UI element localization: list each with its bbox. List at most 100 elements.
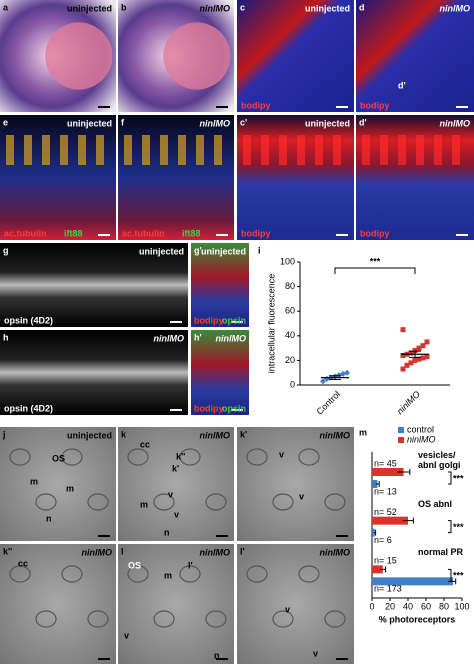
- panel-annotation: m: [66, 483, 74, 493]
- image-panel: [118, 115, 234, 240]
- panel-label: l: [121, 546, 124, 556]
- panel-annotation: ninlMO: [200, 3, 231, 13]
- panel-annotation: ninlMO: [200, 118, 231, 128]
- panel-annotation: opsin (4D2): [4, 315, 53, 325]
- panel-annotation: uninjected: [305, 3, 350, 13]
- panel-annotation: n: [214, 650, 220, 660]
- significance-bracket: [448, 568, 452, 582]
- lens: [45, 22, 113, 90]
- panel-label: b: [121, 2, 127, 12]
- panel-annotation: uninjected: [305, 118, 350, 128]
- bar: [372, 516, 408, 525]
- panel-annotation: ac.tubulin: [122, 228, 165, 238]
- image-panel: [356, 115, 474, 240]
- image-panel: [191, 330, 249, 415]
- panel-annotation: v: [168, 489, 173, 499]
- legend-swatch: [398, 437, 404, 443]
- chart-background: [356, 424, 474, 634]
- image-panel: [118, 544, 234, 664]
- significance: ***: [453, 571, 464, 581]
- significance: ***: [453, 522, 464, 532]
- image-panel: [237, 544, 354, 664]
- panel-annotation: n: [164, 527, 170, 537]
- organelle: [153, 610, 175, 628]
- panel-label: i: [258, 245, 261, 255]
- panel-annotation: cc: [18, 558, 28, 568]
- panel-annotation: m: [164, 570, 172, 580]
- panel-annotation: ninlMO: [320, 430, 351, 440]
- panel-annotation: uninjected: [139, 246, 184, 256]
- panel-annotation: OS: [128, 560, 141, 570]
- y-tick-label: 100: [280, 256, 295, 266]
- cell-stripe: [24, 135, 32, 165]
- panel-annotation: v: [174, 509, 179, 519]
- y-tick-label: 80: [285, 281, 295, 291]
- category-label: OS abnl: [418, 498, 453, 509]
- cell-stripe: [160, 135, 168, 165]
- cell-stripe: [6, 135, 14, 165]
- panel-annotation: ift88: [182, 228, 201, 238]
- panel-annotation: ninlMO: [154, 333, 185, 343]
- cell-stripe: [452, 135, 460, 165]
- y-tick-label: 60: [285, 306, 295, 316]
- data-point: [400, 366, 406, 372]
- legend-label: ninlMO: [407, 434, 436, 444]
- cell-stripe: [315, 135, 323, 165]
- panel-annotation: bodipy: [360, 100, 390, 110]
- cell-stripe: [196, 135, 204, 165]
- significance-bracket: [334, 267, 416, 274]
- organelle: [127, 448, 149, 466]
- n-label: n= 173: [374, 584, 402, 594]
- panel-label: l': [240, 546, 245, 556]
- organelle: [272, 610, 294, 628]
- panel-label: k: [121, 429, 127, 439]
- significance: ***: [370, 256, 381, 266]
- data-point: [404, 362, 410, 368]
- n-label: n= 6: [374, 535, 392, 545]
- data-point: [412, 357, 418, 363]
- panel-annotation: ninlMO: [200, 430, 231, 440]
- significance: ***: [453, 473, 464, 483]
- cell-stripe: [214, 135, 222, 165]
- panel-annotation: ninlMO: [82, 547, 113, 557]
- bar: [372, 577, 453, 586]
- data-point: [416, 345, 422, 351]
- panel-label: c: [240, 2, 245, 12]
- panel-annotation: bodipy: [194, 315, 224, 325]
- image-panel: [237, 115, 354, 240]
- data-point: [420, 355, 426, 361]
- organelle: [324, 610, 346, 628]
- legend-swatch: [398, 427, 404, 433]
- panel-annotation: opsin (4D2): [4, 403, 53, 413]
- significance-bracket: [448, 471, 452, 485]
- organelle: [246, 448, 268, 466]
- error-bar: [373, 529, 377, 536]
- cell-stripe: [96, 135, 104, 165]
- cell-stripe: [142, 135, 150, 165]
- panel-annotation: uninjected: [67, 3, 112, 13]
- panel-annotation: v: [299, 491, 304, 501]
- x-tick-label: 60: [421, 601, 431, 611]
- organelle: [246, 565, 268, 583]
- panel-annotation: opsin: [222, 403, 246, 413]
- image-panel: [356, 0, 474, 112]
- x-axis-label: % photoreceptors: [379, 614, 456, 624]
- panel-label: g': [194, 245, 202, 255]
- panel-annotation: bodipy: [194, 403, 224, 413]
- n-label: n= 45: [374, 458, 397, 468]
- image-panel: [0, 427, 116, 541]
- panel-label: k'': [3, 546, 12, 556]
- panel-label: m: [359, 427, 367, 437]
- panel-annotation: k': [172, 463, 179, 473]
- panel-annotation: m: [30, 476, 38, 486]
- y-tick-label: 40: [285, 330, 295, 340]
- panel-label: g: [3, 245, 9, 255]
- x-tick-label: 20: [385, 601, 395, 611]
- category-label: normal PR: [418, 547, 464, 558]
- organelle: [153, 493, 175, 511]
- image-panel: [237, 427, 354, 541]
- image-panel: [191, 243, 249, 327]
- data-point: [412, 348, 418, 354]
- cell-stripe: [78, 135, 86, 165]
